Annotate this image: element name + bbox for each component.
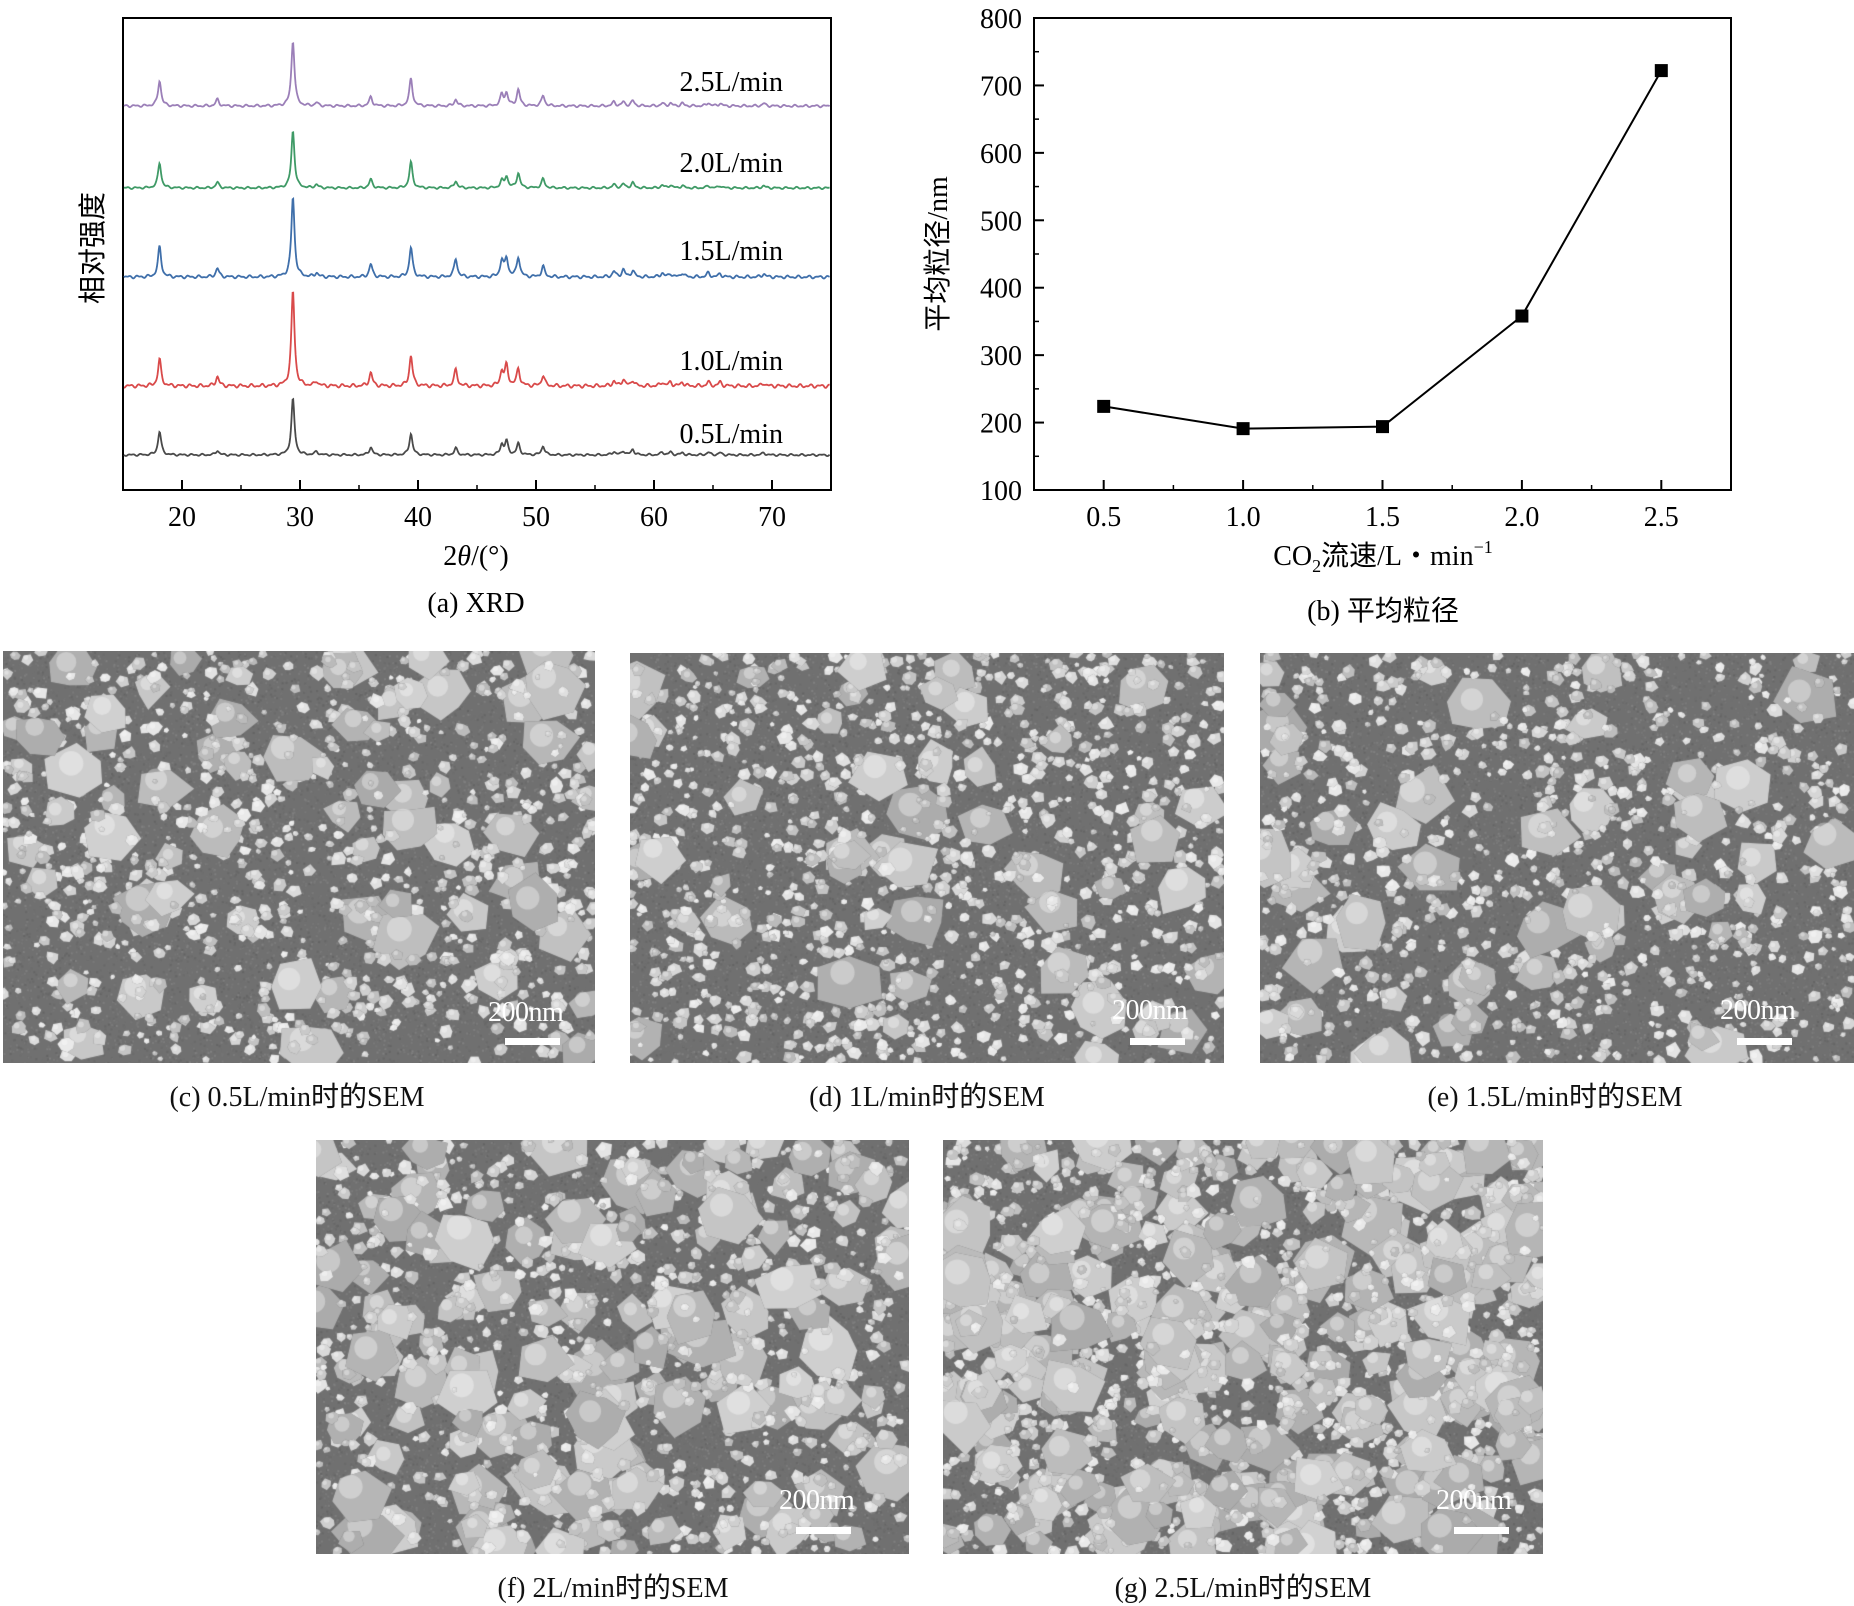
size-caption: (b) 平均粒径: [1307, 595, 1459, 627]
xrd-series-group: [123, 42, 831, 458]
size-y-tick-label: 500: [980, 206, 1022, 237]
scalebar-label-d: 200nm: [1112, 995, 1188, 1026]
size-plot-frame: [1033, 17, 1732, 491]
scalebar-g: [1454, 1527, 1509, 1534]
xrd-series-line: [123, 397, 831, 458]
sem-image-f: 200nm: [316, 1140, 909, 1554]
sem-caption-d: (d) 1L/min时的SEM: [809, 1082, 1045, 1113]
size-data-point: [1376, 420, 1389, 434]
particle-size-chart: 0.5 1.0 1.5 2.0 2.5100200300400500600700800 …: [922, 4, 1732, 627]
scalebar-f: [796, 1527, 851, 1534]
xrd-series-label: 2.0L/min: [680, 148, 783, 179]
size-series-line: [1103, 70, 1663, 430]
sem-image-e: 200nm: [1260, 653, 1854, 1063]
size-data-point: [1097, 399, 1111, 413]
xrd-x-tick-label: 70: [758, 502, 786, 533]
size-axis-ticks: 0.5 1.0 1.5 2.0 2.5 100 200 300 400 500 600 700 800: [980, 4, 1679, 533]
size-x-label-sub: 2: [1312, 556, 1321, 576]
xrd-series-line: [123, 42, 831, 109]
xrd-x-label-prefix: 2: [443, 541, 457, 572]
xrd-caption: (a) XRD: [427, 588, 524, 619]
sem-canvas-c: [3, 651, 595, 1063]
scalebar-d: [1130, 1038, 1185, 1045]
sem-caption-c: (c) 0.5L/min时的SEM: [169, 1082, 425, 1113]
size-y-axis-label: 平均粒径/nm: [922, 176, 954, 332]
xrd-x-axis-label: 2θ/(°): [443, 541, 508, 572]
xrd-series-line: [123, 131, 830, 190]
size-x-tick-label: 2.5: [1644, 502, 1679, 533]
size-x-tick-label: 1.5: [1365, 502, 1400, 533]
sem-caption-f: (f) 2L/min时的SEM: [497, 1573, 729, 1604]
scalebar-c: [505, 1038, 560, 1045]
xrd-chart: 20 30 40 50 60 70 0.5L/min 1.0L/min 1.5L/min 2.0…: [77, 17, 832, 619]
size-data-point: [1654, 64, 1668, 78]
size-x-tick-label: 2.0: [1504, 502, 1539, 533]
size-y-tick-label: 300: [980, 341, 1022, 372]
sem-canvas-d: [630, 653, 1224, 1063]
sem-image-c: 200nm: [3, 651, 595, 1063]
xrd-series-line: [123, 291, 830, 389]
size-x-label-main: CO: [1273, 541, 1312, 572]
xrd-series-label: 0.5L/min: [680, 419, 783, 450]
xrd-x-tick-label: 40: [404, 502, 432, 533]
size-y-tick-label: 700: [980, 71, 1022, 102]
scalebar-label-c: 200nm: [488, 997, 564, 1028]
sem-caption-g: (g) 2.5L/min时的SEM: [1114, 1573, 1372, 1604]
xrd-x-tick-label: 50: [522, 502, 550, 533]
xrd-x-tick-label: 20: [168, 502, 196, 533]
size-y-tick-label: 100: [980, 476, 1022, 507]
scalebar-label-f: 200nm: [779, 1485, 855, 1516]
xrd-series-label: 1.0L/min: [680, 346, 783, 377]
size-x-tick-label: 0.5: [1086, 502, 1121, 533]
sem-canvas-f: [316, 1140, 909, 1554]
sem-image-g: 200nm: [943, 1140, 1543, 1554]
xrd-series-labels: 0.5L/min 1.0L/min 1.5L/min 2.0L/min 2.5L/min: [680, 67, 783, 450]
size-x-label-rest: 流速/L・min: [1321, 540, 1473, 572]
size-y-tick-label: 400: [980, 274, 1022, 305]
sem-canvas-g: [943, 1140, 1543, 1554]
xrd-x-tick-label: 30: [286, 502, 314, 533]
size-series: [1097, 64, 1668, 436]
sem-canvas-e: [1260, 653, 1854, 1063]
xrd-series-line: [123, 196, 830, 280]
xrd-x-tick-label: 60: [640, 502, 668, 533]
size-y-tick-label: 600: [980, 139, 1022, 170]
size-x-axis-label: CO2流速/L・min−1: [1273, 537, 1493, 576]
size-y-tick-label: 800: [980, 4, 1022, 35]
xrd-x-label-suffix: /(°): [471, 541, 509, 572]
size-y-tick-label: 200: [980, 409, 1022, 440]
size-data-point: [1515, 309, 1529, 323]
size-x-tick-label: 1.0: [1226, 502, 1261, 533]
scalebar-label-e: 200nm: [1720, 995, 1796, 1026]
size-x-label-sup: −1: [1474, 537, 1493, 557]
sem-caption-e: (e) 1.5L/min时的SEM: [1427, 1082, 1683, 1113]
xrd-y-axis-label: 相对强度: [77, 192, 109, 304]
xrd-x-ticks: 20 30 40 50 60 70: [168, 480, 832, 533]
figure: 20 30 40 50 60 70 0.5L/min 1.0L/min 1.5L/min 2.0…: [77, 4, 1732, 627]
xrd-series-label: 1.5L/min: [680, 236, 783, 267]
xrd-series-label: 2.5L/min: [680, 67, 783, 98]
size-data-point: [1236, 422, 1250, 436]
xrd-x-label-var: θ: [457, 541, 471, 572]
scalebar-e: [1737, 1038, 1792, 1045]
scalebar-label-g: 200nm: [1436, 1485, 1512, 1516]
sem-image-d: 200nm: [630, 653, 1224, 1063]
